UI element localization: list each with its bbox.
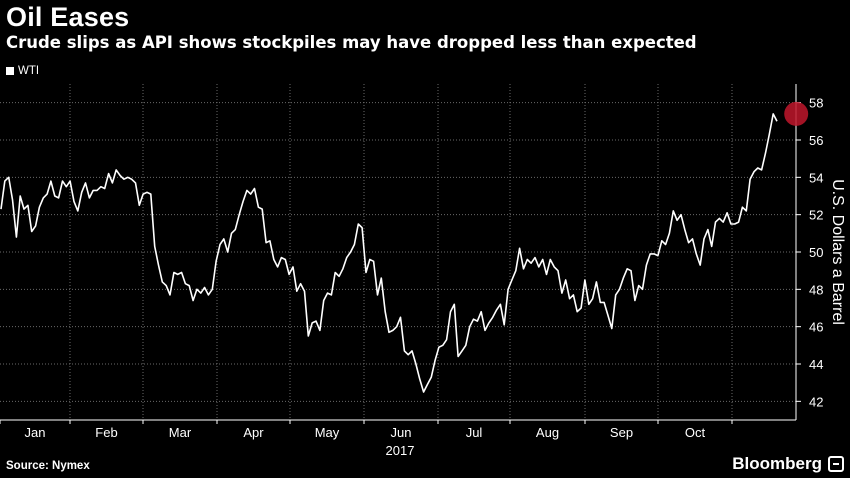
x-tick-label: Sep bbox=[610, 425, 633, 440]
brand-mark-icon bbox=[828, 456, 844, 472]
x-tick-label: Jul bbox=[466, 425, 483, 440]
brand-logo: Bloomberg bbox=[732, 454, 844, 474]
x-tick-label: Aug bbox=[536, 425, 559, 440]
y-tick-label: 58 bbox=[809, 96, 823, 111]
y-tick-label: 44 bbox=[809, 357, 823, 372]
y-tick-label: 50 bbox=[809, 245, 823, 260]
x-tick-label: Oct bbox=[685, 425, 706, 440]
source-note: Source: Nymex bbox=[6, 460, 90, 472]
legend-swatch-wti bbox=[6, 67, 14, 75]
x-tick-label: Apr bbox=[243, 425, 264, 440]
y-tick-label: 48 bbox=[809, 282, 823, 297]
y-tick-label: 52 bbox=[809, 208, 823, 223]
x-tick-label: Mar bbox=[169, 425, 192, 440]
chart-title: Oil Eases bbox=[6, 2, 130, 32]
brand-text: Bloomberg bbox=[732, 454, 822, 473]
x-tick-label: May bbox=[315, 425, 340, 440]
y-tick-label: 54 bbox=[809, 170, 823, 185]
y-tick-label: 56 bbox=[809, 133, 823, 148]
legend-label-wti: WTI bbox=[18, 65, 40, 77]
legend: WTI bbox=[6, 65, 39, 77]
x-tick-label: Feb bbox=[95, 425, 117, 440]
y-axis-title: U.S. Dollars a Barrel bbox=[829, 179, 846, 325]
y-tick-label: 42 bbox=[809, 394, 823, 409]
x-tick-label: Jan bbox=[25, 425, 46, 440]
highlight-marker bbox=[784, 101, 809, 126]
series-line-wti bbox=[0, 113, 778, 393]
y-tick-label: 46 bbox=[809, 320, 823, 335]
chart-subtitle: Crude slips as API shows stockpiles may … bbox=[6, 33, 697, 52]
x-tick-label: Jun bbox=[391, 425, 412, 440]
x-axis-title: 2017 bbox=[386, 443, 415, 458]
